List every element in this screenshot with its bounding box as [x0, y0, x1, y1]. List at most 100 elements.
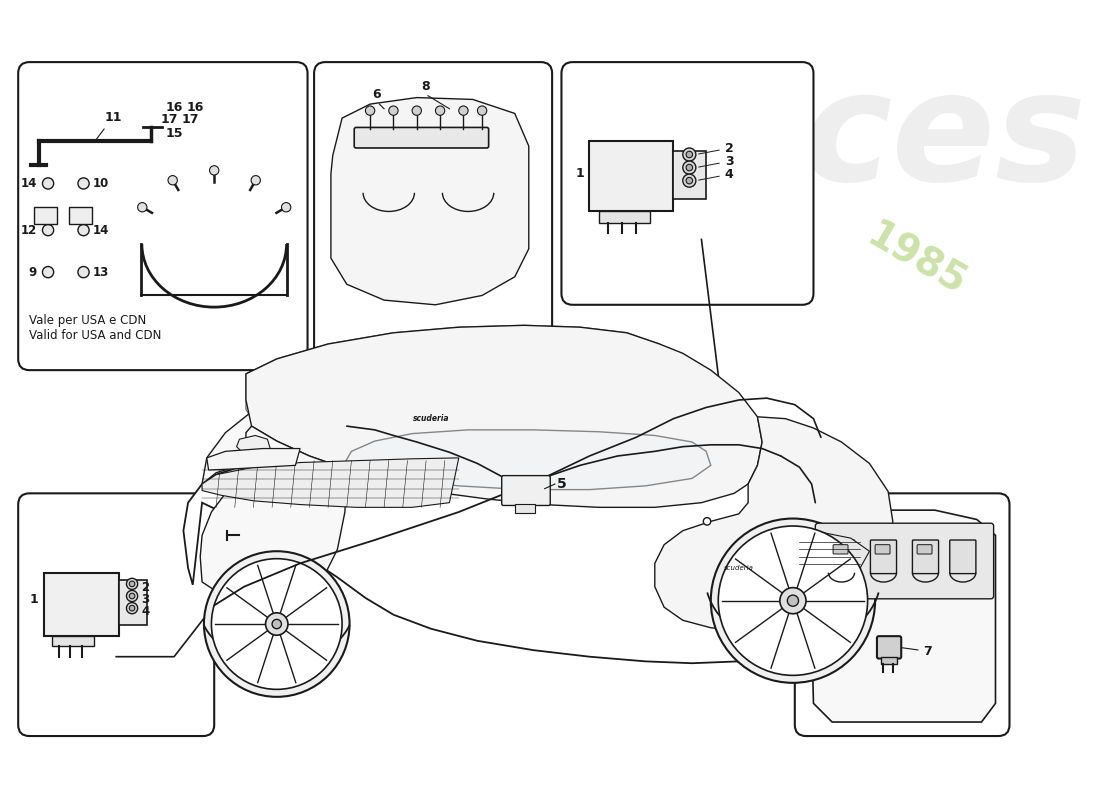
FancyBboxPatch shape	[912, 540, 938, 574]
Circle shape	[388, 106, 398, 115]
FancyBboxPatch shape	[949, 540, 976, 574]
FancyBboxPatch shape	[598, 211, 650, 222]
Circle shape	[168, 175, 177, 185]
FancyBboxPatch shape	[833, 545, 848, 554]
Circle shape	[788, 595, 799, 606]
FancyBboxPatch shape	[502, 476, 550, 506]
FancyBboxPatch shape	[561, 62, 814, 305]
Text: 4: 4	[142, 606, 150, 618]
FancyBboxPatch shape	[828, 540, 855, 574]
Text: Vale per USA e CDN: Vale per USA e CDN	[30, 314, 146, 327]
Text: 6: 6	[372, 87, 381, 101]
FancyBboxPatch shape	[354, 127, 488, 148]
Circle shape	[43, 266, 54, 278]
Circle shape	[78, 178, 89, 189]
FancyBboxPatch shape	[34, 206, 57, 223]
Circle shape	[78, 266, 89, 278]
FancyBboxPatch shape	[19, 494, 214, 736]
Text: 4: 4	[698, 168, 734, 181]
Circle shape	[130, 581, 135, 586]
Circle shape	[686, 164, 693, 171]
Circle shape	[683, 161, 696, 174]
Text: 5: 5	[557, 477, 566, 491]
FancyBboxPatch shape	[52, 636, 94, 646]
Circle shape	[272, 619, 282, 629]
Polygon shape	[202, 458, 459, 507]
Polygon shape	[184, 439, 898, 663]
FancyBboxPatch shape	[515, 504, 536, 513]
FancyBboxPatch shape	[877, 636, 901, 658]
Circle shape	[365, 106, 375, 115]
Text: 13: 13	[92, 266, 109, 278]
FancyBboxPatch shape	[815, 523, 993, 599]
Circle shape	[686, 151, 693, 158]
Circle shape	[130, 606, 135, 611]
Circle shape	[718, 526, 868, 675]
Circle shape	[711, 518, 876, 683]
Text: scuderia: scuderia	[724, 565, 754, 571]
Circle shape	[43, 225, 54, 236]
Text: 1: 1	[575, 167, 584, 180]
Circle shape	[282, 202, 290, 212]
Text: 9: 9	[29, 266, 37, 278]
Text: 14: 14	[21, 177, 37, 190]
Circle shape	[459, 106, 469, 115]
Text: since 1985: since 1985	[510, 521, 631, 578]
FancyBboxPatch shape	[44, 573, 119, 636]
Polygon shape	[246, 326, 762, 507]
Circle shape	[436, 106, 444, 115]
Text: 2: 2	[698, 142, 734, 154]
Text: 10: 10	[92, 177, 109, 190]
FancyBboxPatch shape	[876, 545, 890, 554]
Text: 3: 3	[698, 154, 734, 168]
FancyBboxPatch shape	[870, 540, 896, 574]
Circle shape	[477, 106, 487, 115]
FancyBboxPatch shape	[917, 545, 932, 554]
Circle shape	[703, 518, 711, 525]
Circle shape	[780, 588, 806, 614]
Circle shape	[204, 551, 350, 697]
Text: 1985: 1985	[860, 217, 972, 303]
Circle shape	[130, 594, 135, 599]
Circle shape	[126, 590, 138, 602]
Text: 14: 14	[92, 224, 109, 237]
Text: Valid for USA and CDN: Valid for USA and CDN	[30, 329, 162, 342]
Polygon shape	[331, 98, 529, 305]
Text: 16: 16	[186, 101, 204, 114]
Circle shape	[126, 602, 138, 614]
Polygon shape	[654, 417, 893, 631]
Circle shape	[126, 578, 138, 590]
Text: 11: 11	[97, 111, 122, 139]
FancyBboxPatch shape	[19, 62, 308, 370]
Text: 8: 8	[421, 80, 430, 93]
Polygon shape	[207, 449, 300, 470]
Circle shape	[251, 175, 261, 185]
Text: 17: 17	[161, 113, 178, 126]
Circle shape	[265, 613, 288, 635]
Text: 12: 12	[21, 224, 37, 237]
Circle shape	[209, 166, 219, 175]
Text: ces: ces	[802, 64, 1087, 213]
FancyBboxPatch shape	[68, 206, 92, 223]
Polygon shape	[790, 530, 869, 575]
Circle shape	[78, 225, 89, 236]
FancyBboxPatch shape	[119, 580, 147, 625]
Text: 15: 15	[166, 126, 184, 140]
Polygon shape	[200, 426, 346, 601]
FancyBboxPatch shape	[590, 142, 673, 211]
Polygon shape	[808, 510, 996, 722]
Circle shape	[683, 174, 696, 187]
Text: scuderia: scuderia	[412, 414, 449, 423]
Text: 2: 2	[142, 581, 150, 594]
FancyBboxPatch shape	[795, 494, 1010, 736]
Polygon shape	[236, 435, 271, 454]
Circle shape	[211, 558, 342, 690]
Text: a passion for parts: a passion for parts	[406, 450, 661, 556]
Circle shape	[43, 178, 54, 189]
Circle shape	[686, 178, 693, 184]
Polygon shape	[202, 376, 654, 484]
Text: 1: 1	[30, 594, 38, 606]
Circle shape	[138, 202, 147, 212]
FancyBboxPatch shape	[881, 657, 898, 664]
Circle shape	[412, 106, 421, 115]
